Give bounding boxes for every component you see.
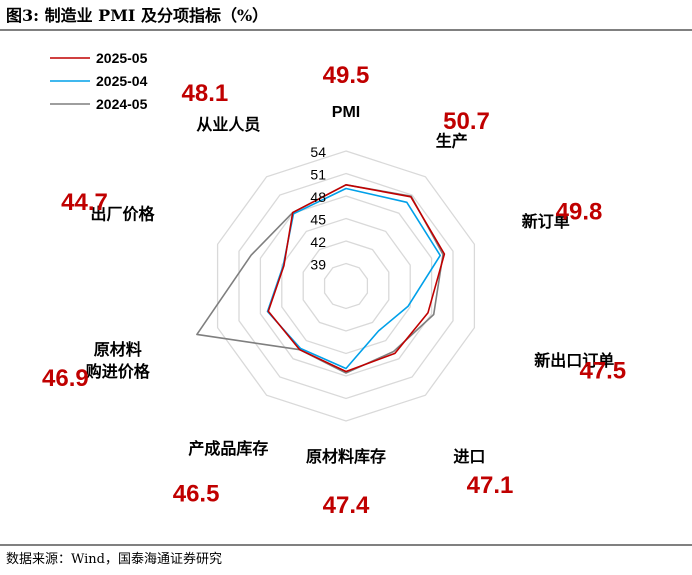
grid-ring xyxy=(323,262,369,310)
category-label: 生产 xyxy=(436,131,468,150)
grid-ring xyxy=(238,172,454,400)
value-label: 50.7 xyxy=(443,108,490,135)
legend-label: 2025-04 xyxy=(96,73,148,89)
series-line-2025-05 xyxy=(267,184,446,373)
value-label: 47.1 xyxy=(467,472,514,499)
category-label: 原材料 xyxy=(94,340,142,359)
value-label: 49.5 xyxy=(323,62,370,89)
category-label: 从业人员 xyxy=(196,115,260,134)
tick-label: 54 xyxy=(310,144,326,160)
category-label: 新出口订单 xyxy=(534,351,614,370)
grid-ring xyxy=(216,150,476,422)
legend-label: 2025-05 xyxy=(96,50,148,66)
legend-label: 2024-05 xyxy=(96,96,148,112)
category-label: 新订单 xyxy=(522,212,570,231)
category-label: 产成品库存 xyxy=(188,439,268,458)
grid-ring xyxy=(302,240,390,332)
source-note: 数据来源：Wind，国泰海通证券研究 xyxy=(6,551,222,567)
tick-label: 45 xyxy=(310,212,326,228)
grid-ring xyxy=(281,217,411,355)
value-label: 47.5 xyxy=(579,357,626,384)
radial-ticks: 39 42 45 48 51 54 xyxy=(310,144,326,273)
figure-title: 图3: 制造业 PMI 及分项指标（%） xyxy=(6,6,268,25)
tick-label: 51 xyxy=(310,167,326,183)
category-label: 进口 xyxy=(453,447,485,466)
category-label: 出厂价格 xyxy=(90,204,155,223)
tick-label: 39 xyxy=(310,257,326,273)
tick-label: 42 xyxy=(310,234,326,250)
radar-series xyxy=(196,184,446,374)
value-label: 46.5 xyxy=(173,480,220,507)
legend: 2025-05 2025-04 2024-05 xyxy=(50,50,148,112)
radar-grid xyxy=(216,150,476,422)
grid-ring xyxy=(259,195,433,377)
category-label: 购进价格 xyxy=(86,362,151,381)
value-label: 49.8 xyxy=(556,198,603,225)
category-label: 原材料库存 xyxy=(306,447,386,466)
tick-label: 48 xyxy=(310,189,326,205)
value-label: 44.7 xyxy=(61,189,108,216)
category-label: PMI xyxy=(332,104,360,121)
value-label: 46.9 xyxy=(42,365,89,392)
value-label: 47.4 xyxy=(323,492,370,519)
value-label: 48.1 xyxy=(182,80,229,107)
